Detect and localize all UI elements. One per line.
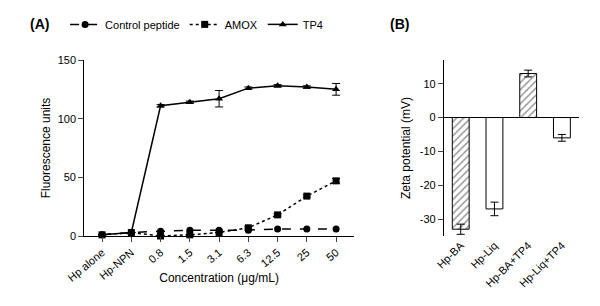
svg-text:(A): (A) xyxy=(30,16,49,32)
svg-text:-10: -10 xyxy=(420,145,436,157)
svg-text:Hp-NPN: Hp-NPN xyxy=(97,246,136,282)
svg-text:50: 50 xyxy=(64,171,76,183)
svg-text:12.5: 12.5 xyxy=(258,246,282,269)
svg-text:0: 0 xyxy=(430,111,436,123)
svg-text:Hp-BA+TP4: Hp-BA+TP4 xyxy=(483,239,533,289)
svg-text:-30: -30 xyxy=(420,213,436,225)
svg-text:TP4: TP4 xyxy=(303,19,323,31)
svg-text:Zeta potential (mV): Zeta potential (mV) xyxy=(399,97,413,199)
svg-text:100: 100 xyxy=(58,113,76,125)
svg-text:Concentration (μg/mL): Concentration (μg/mL) xyxy=(159,271,279,285)
svg-text:0.8: 0.8 xyxy=(146,246,165,265)
svg-text:Hp-BA: Hp-BA xyxy=(435,239,467,271)
svg-text:AMOX: AMOX xyxy=(225,19,258,31)
svg-text:Control peptide: Control peptide xyxy=(105,19,180,31)
svg-text:0: 0 xyxy=(70,230,76,242)
svg-text:Hp-Liq: Hp-Liq xyxy=(468,239,499,270)
svg-text:150: 150 xyxy=(58,54,76,66)
svg-text:Fluorescence units: Fluorescence units xyxy=(39,98,53,199)
svg-text:10: 10 xyxy=(423,78,435,90)
svg-text:25: 25 xyxy=(295,246,312,263)
svg-text:(B): (B) xyxy=(390,16,409,32)
svg-text:Hp alone: Hp alone xyxy=(65,246,106,284)
svg-text:50: 50 xyxy=(324,246,341,263)
svg-text:3.1: 3.1 xyxy=(204,246,223,265)
svg-text:-20: -20 xyxy=(420,179,436,191)
svg-text:Hp-Liq+TP4: Hp-Liq+TP4 xyxy=(517,239,567,289)
svg-text:1.5: 1.5 xyxy=(175,246,194,265)
svg-text:6.3: 6.3 xyxy=(234,246,253,265)
